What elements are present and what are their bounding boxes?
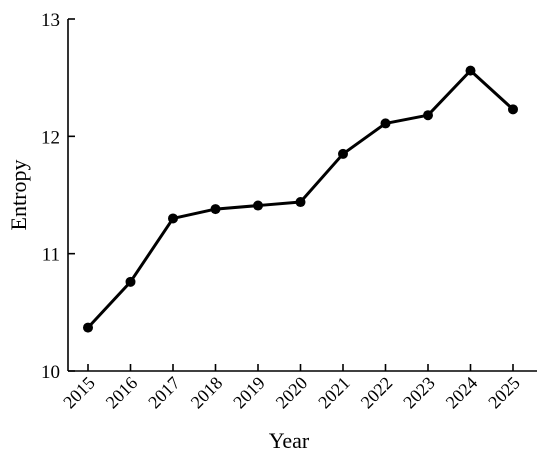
data-point bbox=[210, 204, 221, 215]
data-point bbox=[125, 276, 136, 287]
x-tick-label: 2017 bbox=[144, 373, 184, 413]
series-layer bbox=[83, 65, 518, 333]
x-tick-label: 2025 bbox=[484, 373, 524, 413]
x-tick-label: 2023 bbox=[399, 373, 439, 413]
x-tick-label: 2019 bbox=[229, 373, 269, 413]
x-tick-label: 2016 bbox=[102, 373, 142, 413]
data-point bbox=[295, 197, 306, 208]
y-tick-label: 10 bbox=[41, 362, 60, 383]
x-tick-label: 2022 bbox=[357, 373, 397, 413]
x-axis-title: Year bbox=[269, 428, 310, 453]
axes bbox=[67, 19, 537, 372]
x-tick-label: 2021 bbox=[314, 373, 354, 413]
data-point bbox=[83, 322, 93, 333]
data-point bbox=[168, 213, 178, 224]
data-point bbox=[508, 104, 518, 115]
y-axis-title: Entropy bbox=[6, 160, 31, 231]
data-point bbox=[423, 110, 433, 121]
data-point bbox=[380, 118, 391, 129]
x-tick-label: 2020 bbox=[272, 373, 312, 413]
x-tick-label: 2015 bbox=[59, 373, 99, 413]
y-tick-label: 13 bbox=[41, 10, 60, 31]
data-point bbox=[465, 65, 476, 76]
axis-labels: Year Entropy bbox=[6, 160, 310, 453]
data-point bbox=[338, 148, 348, 159]
ticks: 10 11 12 13 2015 2016 2017 2018 2019 2020 2021 2022… bbox=[41, 10, 524, 412]
x-tick-label: 2018 bbox=[187, 373, 227, 413]
y-tick-label: 12 bbox=[41, 127, 60, 148]
y-tick-label: 11 bbox=[42, 245, 60, 266]
x-tick-label: 2024 bbox=[442, 373, 482, 413]
data-point bbox=[253, 200, 263, 211]
